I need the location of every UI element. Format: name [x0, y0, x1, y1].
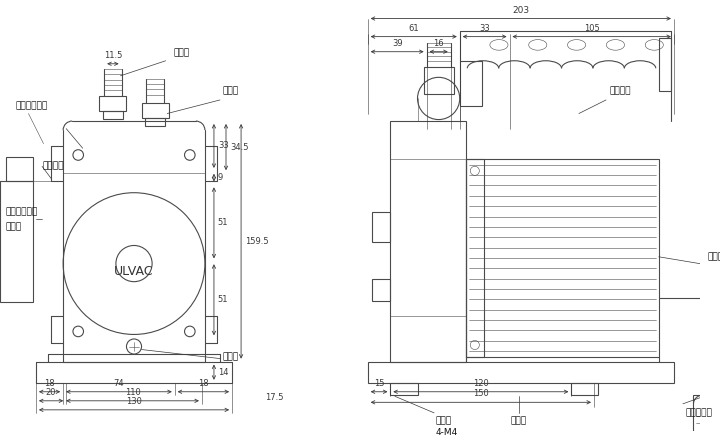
Text: 14: 14	[218, 368, 228, 377]
Bar	[466, 159, 659, 357]
Text: 11.5: 11.5	[104, 51, 122, 60]
Text: 150: 150	[473, 389, 489, 398]
Bar	[372, 212, 390, 242]
Text: ゴム脚: ゴム脚	[436, 416, 451, 425]
Bar	[103, 111, 122, 119]
Text: 159.5: 159.5	[245, 237, 269, 246]
Text: 9: 9	[218, 173, 223, 182]
Bar	[572, 383, 598, 395]
Text: コンデンサー: コンデンサー	[6, 207, 38, 216]
Text: 34.5: 34.5	[230, 143, 248, 152]
Text: 120: 120	[473, 379, 489, 388]
Text: 203: 203	[512, 6, 529, 15]
Text: 110: 110	[125, 388, 140, 397]
Text: 51: 51	[218, 295, 228, 304]
Bar	[142, 103, 168, 118]
Text: 33: 33	[218, 141, 228, 150]
Bar	[368, 362, 674, 383]
Bar	[6, 157, 33, 181]
Text: 51: 51	[218, 218, 228, 227]
Text: 吸気管: 吸気管	[174, 49, 189, 58]
Bar	[145, 118, 165, 125]
Bar	[390, 121, 466, 362]
Text: 排油栓: 排油栓	[223, 352, 239, 362]
Text: ベース: ベース	[510, 416, 526, 425]
Text: 電源コード: 電源コード	[686, 408, 713, 418]
Bar	[372, 279, 390, 301]
Text: モータ: モータ	[707, 252, 720, 261]
Text: ULVAC: ULVAC	[114, 264, 154, 278]
Text: 15: 15	[374, 379, 384, 388]
Text: 16: 16	[433, 39, 444, 48]
Text: 20: 20	[46, 388, 56, 397]
Text: レベルゲージ: レベルゲージ	[16, 102, 48, 110]
Text: 4-M4: 4-M4	[436, 428, 458, 437]
Text: 33: 33	[480, 24, 490, 33]
Text: 74: 74	[114, 379, 125, 388]
Bar	[0, 181, 33, 302]
Text: 排気管: 排気管	[223, 86, 239, 95]
Bar	[466, 159, 484, 357]
Text: カバー: カバー	[6, 222, 22, 231]
Text: 18: 18	[198, 379, 209, 388]
Text: スイッチ: スイッチ	[42, 162, 64, 171]
Text: 17.5: 17.5	[265, 393, 284, 402]
Bar	[390, 383, 418, 395]
Bar	[693, 395, 714, 440]
Text: 18: 18	[44, 379, 55, 388]
Text: ハンドル: ハンドル	[609, 86, 631, 95]
Text: 105: 105	[584, 24, 600, 33]
Text: 39: 39	[392, 39, 402, 48]
Text: 130: 130	[126, 397, 142, 406]
Bar	[460, 61, 482, 106]
Bar	[659, 38, 671, 91]
Bar	[99, 96, 127, 111]
Bar	[423, 67, 454, 94]
Text: 61: 61	[408, 24, 419, 33]
